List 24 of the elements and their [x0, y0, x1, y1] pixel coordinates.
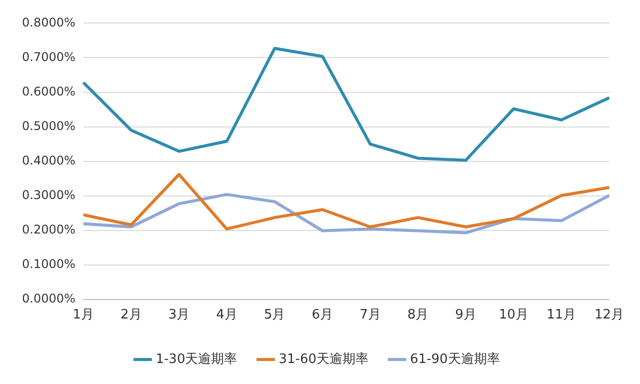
x-tick-label: 9月	[455, 308, 476, 323]
y-tick-label: 0.2000%	[22, 222, 76, 236]
y-tick-label: 0.3000%	[22, 188, 76, 202]
x-tick-label: 1月	[72, 308, 94, 323]
legend-label: 1-30天逾期率	[156, 350, 238, 367]
x-tick-label: 12月	[594, 308, 624, 323]
y-tick-label: 0.7000%	[22, 50, 76, 64]
y-tick-label: 0.8000%	[22, 15, 76, 30]
x-tick-label: 5月	[264, 308, 286, 323]
legend-label: 31-60天逾期率	[278, 350, 369, 367]
x-tick-label: 3月	[168, 308, 190, 323]
legend-label: 61-90天逾期率	[410, 350, 500, 367]
y-tick-label: 0.1000%	[22, 257, 76, 271]
x-tick-label: 2月	[120, 308, 142, 323]
x-tick-label: 10月	[498, 308, 528, 323]
y-tick-label: 0.4000%	[22, 153, 76, 168]
y-tick-label: 0.5000%	[22, 118, 76, 133]
x-tick-label: 11月	[546, 308, 576, 323]
y-tick-label: 0.0000%	[22, 292, 76, 306]
x-tick-label: 8月	[407, 308, 429, 323]
x-tick-label: 7月	[360, 308, 381, 323]
x-tick-label: 4月	[216, 308, 238, 323]
y-tick-label: 0.6000%	[22, 84, 76, 98]
x-tick-label: 6月	[312, 308, 334, 323]
